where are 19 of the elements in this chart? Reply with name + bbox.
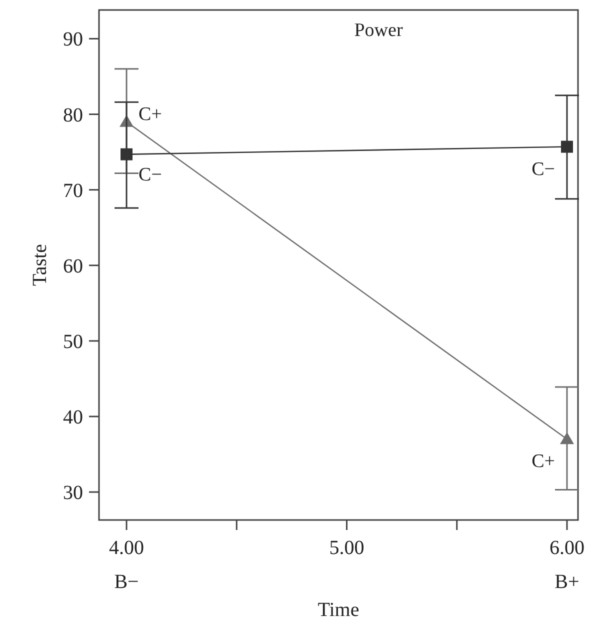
y-axis-title: Taste — [29, 244, 51, 286]
x-tick-label: 5.00 — [329, 537, 364, 559]
y-tick-label: 30 — [63, 482, 83, 504]
x-tick-label: 6.00 B+ — [549, 537, 584, 593]
y-tick-label: 90 — [63, 28, 83, 51]
x-tick-label: 4.00 B− — [109, 537, 144, 593]
y-tick-label: 70 — [63, 180, 83, 202]
series-label: C+ — [138, 104, 162, 125]
point — [560, 140, 573, 153]
text: C+ — [532, 451, 555, 472]
point — [120, 148, 133, 160]
y-tick-label: 50 — [63, 330, 83, 353]
text: C− — [532, 158, 555, 180]
x-axis-title: Time — [318, 599, 360, 621]
y-tick-label: 60 — [63, 255, 83, 278]
y-tick-label: 40 — [63, 406, 83, 428]
y-tick-label: 80 — [63, 104, 83, 126]
text: Power — [354, 20, 404, 41]
series-label: C− — [138, 164, 162, 186]
